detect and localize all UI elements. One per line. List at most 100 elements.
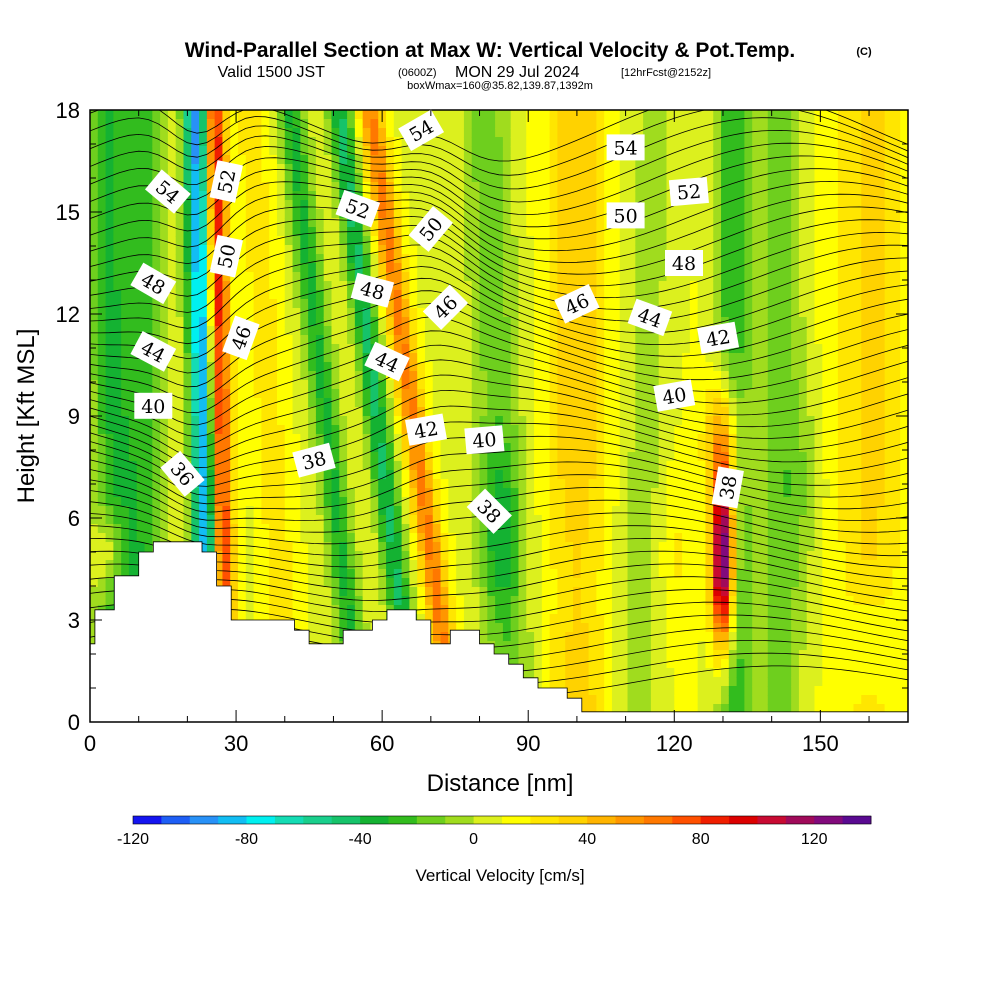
field-cell — [596, 209, 605, 219]
field-cell — [643, 677, 652, 687]
field-cell — [378, 263, 387, 273]
field-cell — [518, 227, 527, 237]
field-cell — [152, 488, 161, 498]
field-cell — [206, 164, 216, 174]
field-cell — [541, 632, 551, 642]
field-cell — [596, 191, 605, 201]
field-cell — [284, 326, 294, 336]
field-cell — [245, 164, 255, 174]
field-cell — [354, 254, 364, 264]
field-cell — [323, 587, 333, 597]
field-cell — [588, 587, 597, 597]
field-cell — [276, 371, 286, 381]
field-cell — [347, 245, 356, 255]
field-cell — [635, 524, 644, 534]
field-cell — [238, 398, 247, 408]
field-cell — [440, 398, 449, 408]
field-cell — [253, 524, 262, 534]
field-cell — [448, 209, 457, 219]
field-cell — [417, 317, 426, 327]
field-cell — [541, 416, 551, 426]
field-cell — [386, 443, 395, 453]
field-cell — [495, 407, 504, 417]
field-cell — [206, 398, 216, 408]
field-cell — [323, 497, 333, 507]
field-cell — [510, 551, 520, 561]
field-cell — [222, 542, 231, 552]
field-cell — [588, 488, 597, 498]
field-cell — [549, 578, 559, 588]
field-cell — [487, 389, 496, 399]
field-cell — [526, 668, 535, 678]
field-cell — [308, 263, 317, 273]
field-cell — [230, 389, 239, 399]
field-cell — [339, 245, 348, 255]
field-cell — [144, 218, 153, 228]
field-cell — [128, 173, 138, 183]
field-cell — [627, 119, 636, 129]
field-cell — [378, 443, 387, 453]
field-cell — [354, 425, 364, 435]
field-cell — [611, 119, 621, 129]
field-cell — [300, 191, 309, 201]
field-cell — [284, 443, 294, 453]
field-cell — [565, 137, 574, 147]
field-cell — [401, 155, 411, 165]
field-cell — [448, 623, 457, 633]
field-cell — [417, 272, 426, 282]
field-cell — [580, 110, 590, 120]
field-cell — [214, 371, 224, 381]
field-cell — [331, 272, 340, 282]
field-cell — [121, 497, 130, 507]
field-cell — [604, 272, 613, 282]
field-cell — [308, 290, 317, 300]
field-cell — [175, 326, 185, 336]
field-cell — [284, 470, 294, 480]
field-cell — [284, 497, 294, 507]
field-cell — [650, 380, 660, 390]
field-cell — [417, 488, 426, 498]
field-cell — [534, 380, 543, 390]
field-cell — [534, 452, 543, 462]
field-cell — [253, 614, 262, 624]
field-cell — [424, 254, 434, 264]
field-cell — [401, 542, 411, 552]
field-cell — [502, 281, 512, 291]
field-cell — [518, 362, 527, 372]
field-cell — [401, 335, 411, 345]
field-cell — [386, 254, 395, 264]
field-cell — [440, 182, 449, 192]
field-cell — [557, 119, 566, 129]
field-cell — [339, 623, 348, 633]
field-cell — [292, 434, 301, 444]
field-cell — [323, 263, 333, 273]
field-cell — [611, 272, 621, 282]
field-cell — [331, 452, 340, 462]
field-cell — [128, 371, 138, 381]
field-cell — [261, 371, 270, 381]
field-cell — [253, 299, 262, 309]
field-cell — [526, 236, 535, 246]
field-cell — [619, 272, 629, 282]
field-cell — [401, 236, 411, 246]
field-cell — [619, 560, 629, 570]
field-cell — [105, 416, 114, 426]
field-cell — [191, 452, 200, 462]
field-cell — [518, 650, 527, 660]
field-cell — [152, 164, 161, 174]
field-cell — [448, 587, 457, 597]
field-cell — [432, 551, 442, 561]
field-cell — [308, 146, 317, 156]
field-cell — [128, 335, 138, 345]
field-cell — [393, 560, 403, 570]
field-cell — [230, 407, 239, 417]
field-cell — [627, 425, 636, 435]
field-cell — [627, 704, 636, 714]
field-cell — [347, 533, 356, 543]
field-cell — [526, 308, 535, 318]
field-cell — [643, 704, 652, 714]
field-cell — [183, 245, 192, 255]
field-cell — [573, 560, 582, 570]
field-cell — [347, 488, 356, 498]
field-cell — [549, 110, 559, 120]
